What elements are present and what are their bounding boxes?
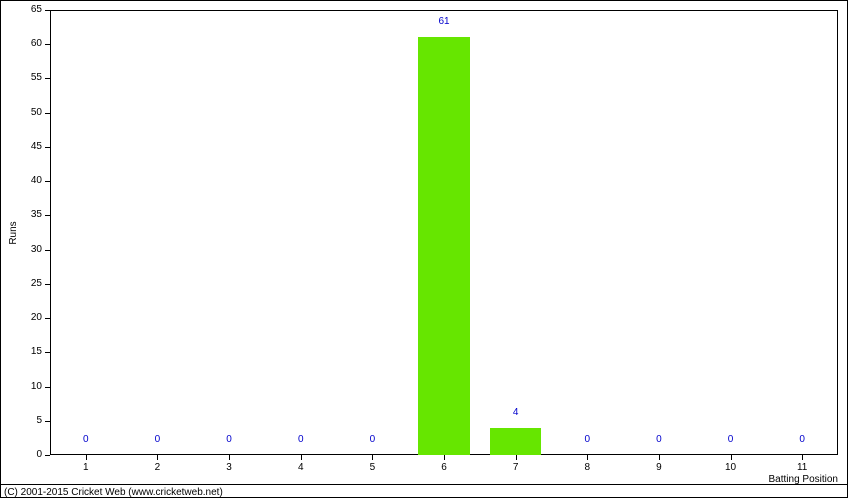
x-tick: [372, 455, 373, 460]
x-tick: [802, 455, 803, 460]
x-tick-label: 11: [797, 463, 807, 473]
y-tick: [45, 78, 50, 79]
y-tick: [45, 318, 50, 319]
y-tick-label: 40: [0, 176, 42, 186]
bar-value-label: 0: [656, 435, 662, 445]
x-tick-label: 9: [656, 463, 662, 473]
y-tick-label: 35: [0, 210, 42, 220]
y-tick-label: 25: [0, 279, 42, 289]
bar: [490, 428, 542, 455]
y-tick: [45, 352, 50, 353]
y-tick-label: 20: [0, 313, 42, 323]
y-tick: [45, 181, 50, 182]
y-tick: [45, 44, 50, 45]
y-tick-label: 45: [0, 142, 42, 152]
y-tick: [45, 113, 50, 114]
y-tick: [45, 387, 50, 388]
bar-value-label: 0: [584, 435, 590, 445]
x-tick: [444, 455, 445, 460]
x-tick: [86, 455, 87, 460]
chart-container: Runs Batting Position (C) 2001-2015 Cric…: [0, 0, 850, 500]
bar-value-label: 0: [799, 435, 805, 445]
y-tick: [45, 10, 50, 11]
bar: [418, 37, 470, 455]
y-tick-label: 5: [0, 416, 42, 426]
y-tick-label: 10: [0, 382, 42, 392]
x-tick-label: 3: [226, 463, 232, 473]
bar-value-label: 0: [83, 435, 89, 445]
y-tick-label: 55: [0, 73, 42, 83]
y-tick: [45, 250, 50, 251]
bar-value-label: 4: [513, 408, 519, 418]
x-tick-label: 8: [584, 463, 590, 473]
bar-value-label: 0: [298, 435, 304, 445]
x-tick-label: 10: [725, 463, 736, 473]
x-tick: [587, 455, 588, 460]
x-tick-label: 5: [370, 463, 376, 473]
y-tick-label: 65: [0, 5, 42, 15]
bar-value-label: 0: [370, 435, 376, 445]
footer-copyright: (C) 2001-2015 Cricket Web (www.cricketwe…: [0, 484, 848, 500]
x-tick-label: 7: [513, 463, 519, 473]
bar-value-label: 0: [728, 435, 734, 445]
x-tick-label: 6: [441, 463, 447, 473]
y-tick: [45, 147, 50, 148]
y-tick-label: 0: [0, 450, 42, 460]
x-tick: [301, 455, 302, 460]
x-tick: [229, 455, 230, 460]
plot-area: [50, 10, 838, 455]
x-tick-label: 2: [155, 463, 161, 473]
bar-value-label: 61: [438, 17, 449, 27]
y-tick: [45, 455, 50, 456]
x-tick: [659, 455, 660, 460]
x-tick-label: 1: [83, 463, 89, 473]
y-tick-label: 60: [0, 39, 42, 49]
y-axis-title: Runs: [9, 221, 19, 244]
x-tick: [157, 455, 158, 460]
x-tick: [516, 455, 517, 460]
x-tick: [731, 455, 732, 460]
y-tick-label: 30: [0, 245, 42, 255]
bar-value-label: 0: [155, 435, 161, 445]
y-tick: [45, 421, 50, 422]
y-tick: [45, 215, 50, 216]
bar-value-label: 0: [226, 435, 232, 445]
x-tick-label: 4: [298, 463, 304, 473]
y-tick-label: 50: [0, 108, 42, 118]
y-tick-label: 15: [0, 347, 42, 357]
y-tick: [45, 284, 50, 285]
